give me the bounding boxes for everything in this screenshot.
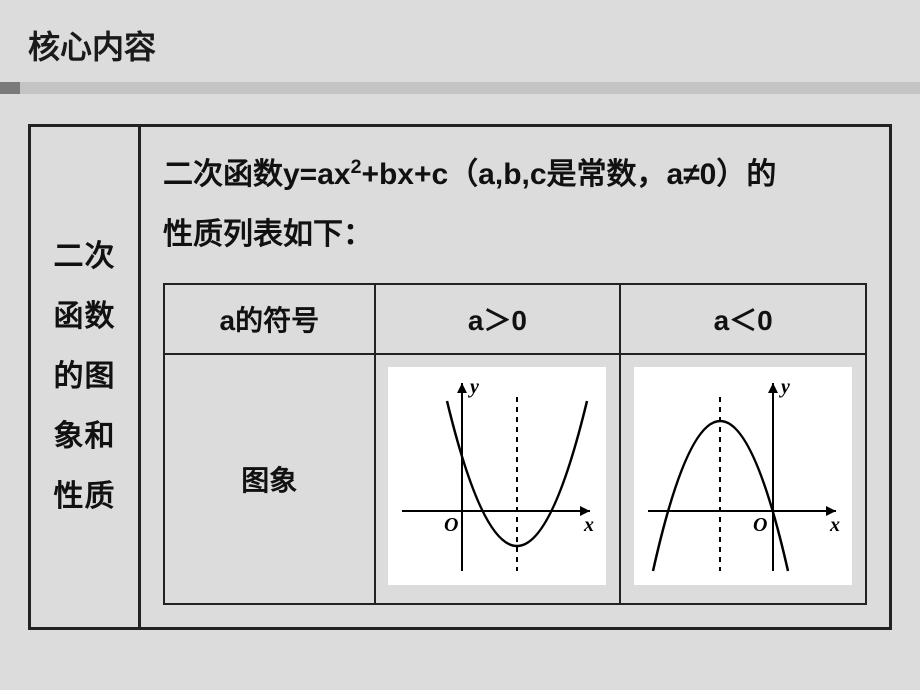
page-title: 核心内容 [28, 22, 892, 68]
formula-prefix: 二次函数y=ax [163, 158, 351, 191]
header-sign: a的符号 [164, 284, 375, 354]
graph-box-neg: y x O [634, 367, 852, 585]
side-label-cell: 二次函数的图象和性质 [30, 126, 140, 629]
origin-label-neg: O [753, 514, 767, 536]
header-row: a的符号 a＞0 a＜0 [164, 284, 866, 354]
axis-y-label-neg: y [779, 376, 790, 398]
formula-exponent: 2 [351, 156, 362, 178]
row-label-graph: 图象 [164, 354, 375, 604]
header-pos: a＞0 [375, 284, 621, 354]
graph-cell-neg: y x O [620, 354, 866, 604]
formula-line2: 性质列表如下： [163, 218, 373, 251]
axis-y-label: y [468, 376, 479, 398]
formula-mid: +bx+c（a,b,c是常数，a≠0）的 [361, 158, 776, 191]
inner-table: a的符号 a＞0 a＜0 图象 [163, 283, 867, 605]
graph-row: 图象 [164, 354, 866, 604]
underline-dark-segment [0, 82, 20, 94]
graph-box-pos: y x O [388, 367, 606, 585]
outer-table: 二次函数的图象和性质 二次函数y=ax2+bx+c（a,b,c是常数，a≠0）的… [28, 124, 892, 630]
graph-cell-pos: y x O [375, 354, 621, 604]
underline-light-segment [20, 82, 920, 94]
axis-x-label-neg: x [829, 514, 840, 536]
formula-text: 二次函数y=ax2+bx+c（a,b,c是常数，a≠0）的 性质列表如下： [163, 145, 867, 265]
title-bar: 核心内容 [0, 0, 920, 82]
header-neg: a＜0 [620, 284, 866, 354]
content-area: 二次函数的图象和性质 二次函数y=ax2+bx+c（a,b,c是常数，a≠0）的… [0, 94, 920, 650]
parabola-up-icon: y x O [392, 371, 602, 581]
main-cell: 二次函数y=ax2+bx+c（a,b,c是常数，a≠0）的 性质列表如下： a的… [140, 126, 891, 629]
parabola-down-icon: y x O [638, 371, 848, 581]
axis-x-label: x [583, 514, 594, 536]
title-underline [0, 82, 920, 94]
origin-label: O [444, 514, 458, 536]
side-label: 二次函数的图象和性质 [39, 227, 130, 527]
page-root: 核心内容 二次函数的图象和性质 二次函数y=ax2+bx+c（a,b,c是常数，… [0, 0, 920, 690]
